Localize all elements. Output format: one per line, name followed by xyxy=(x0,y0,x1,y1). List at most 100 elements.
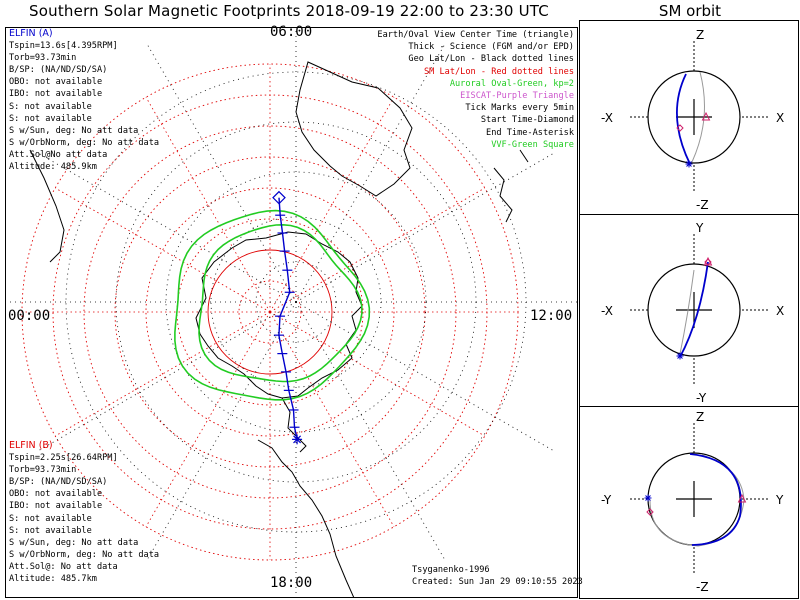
probe_a-info-line: Att.Sol@No att data xyxy=(9,149,108,160)
mlt-label-top: 06:00 xyxy=(270,24,313,40)
orbit-end-asterisk xyxy=(686,161,692,167)
orbit-center-triangle xyxy=(701,111,711,121)
orbit-center-triangle xyxy=(737,493,747,503)
geo-longitude-line xyxy=(145,301,297,563)
orbit-axis-label-bottom: -Y xyxy=(696,391,707,405)
sm-latitude-ring xyxy=(114,156,426,468)
orbit-panel-title: SM orbit xyxy=(658,2,722,20)
africa-coastline xyxy=(29,149,65,263)
legend-entry: VVF-Green Square xyxy=(491,139,574,150)
footprint-line xyxy=(278,197,298,440)
legend-entry: End Time-Asterisk xyxy=(486,127,574,138)
legend-entry: Start Time-Diamond xyxy=(480,115,574,126)
geo-longitude-line xyxy=(145,41,297,303)
geo-longitude-line xyxy=(295,301,447,563)
sm-longitude-line xyxy=(269,311,395,527)
probe_b-info-line: IBO: not available xyxy=(9,501,103,512)
orbit-path xyxy=(676,73,691,165)
legend-entry: SM Lat/Lon - Red dotted lines xyxy=(423,66,574,77)
legend-entry: Auroral Oval-Green, kp=2 xyxy=(449,78,574,89)
orbit-frame xyxy=(579,20,799,599)
sm-latitude-ring xyxy=(145,187,395,437)
legend-entry: Earth/Oval View Center Time (triangle) xyxy=(377,30,574,40)
orbit-path xyxy=(679,261,709,358)
mlt-label-left: 00:00 xyxy=(8,308,51,324)
sm-latitude-ring xyxy=(238,280,302,344)
legend-entry: Thick - Science (FGM and/or EPD) xyxy=(408,42,574,53)
sm-orbit-panels: Z -Z -X X Y -Y -X X Z -Z -Y Y xyxy=(601,28,784,594)
orbit-axis-label-top: Z xyxy=(696,410,704,424)
probe_b-info-line: S w/OrbNorm, deg: No att data xyxy=(9,549,160,560)
sm-longitude-line xyxy=(269,97,395,313)
geo-longitude-line xyxy=(295,301,557,453)
south-america-coastline xyxy=(257,439,355,597)
sm-latlon-grid xyxy=(21,63,519,561)
probe_b-info-line: B/SP: (NA/ND/SD/SA) xyxy=(9,477,108,488)
probe_a-info-line: OBO: not available xyxy=(9,77,103,88)
probe_a-info-line: Torb=93.73min xyxy=(9,53,77,64)
orbit-axis-label-left: -X xyxy=(601,111,613,125)
auroral-oval xyxy=(174,209,371,401)
orbit-panel-2: Y -Y -X X xyxy=(601,221,784,405)
new-zealand-coastline xyxy=(493,149,529,223)
probe_b-info-line: OBO: not available xyxy=(9,489,103,500)
geo-longitude-line xyxy=(295,151,557,303)
probe_a-info-line: S: not available xyxy=(9,113,92,124)
sm-longitude-line xyxy=(145,97,271,313)
probe_b-info-line: S: not available xyxy=(9,525,92,536)
australia-coastline xyxy=(295,61,413,197)
orbit-panel-3: Z -Z -Y Y xyxy=(601,410,784,594)
geo-latlon-grid xyxy=(6,28,577,597)
probe_a-info-line: IBO: not available xyxy=(9,89,103,100)
probe_a-info-line: Altitude: 485.9km xyxy=(9,162,97,173)
auroral-oval-poleward xyxy=(198,223,363,383)
orbit-start-diamond xyxy=(676,124,684,132)
orbit-center-triangle xyxy=(703,256,713,266)
probe_a-info-line: Tspin=13.6s[4.395RPM] xyxy=(9,41,118,52)
orbit-axis-label-bottom: -Z xyxy=(696,580,709,594)
orbit-axis-label-right: X xyxy=(776,304,784,318)
elfin-a-info: ELFIN (A) Tspin=13.6s[4.395RPM] Torb=93.73… xyxy=(9,28,159,173)
legend: Earth/Oval View Center Time (triangle) Th… xyxy=(377,29,574,151)
orbit-axis-label-bottom: -Z xyxy=(696,198,709,212)
orbit-axis-label-left: -Y xyxy=(601,493,612,507)
start-diamond xyxy=(272,190,286,205)
orbit-axis-label-left: -X xyxy=(601,304,613,318)
created-timestamp: Created: Sun Jan 29 09:10:55 2023 xyxy=(412,577,583,587)
sm-longitude-line xyxy=(55,187,271,313)
orbit-path xyxy=(689,453,742,546)
orbit-axis-label-top: Y xyxy=(695,221,704,235)
elfin-b-info: ELFIN (B) Tspin=2.25s[26.64RPM] Torb=93.73… xyxy=(9,440,159,585)
probe_b-info-line: Torb=93.73min xyxy=(9,465,77,476)
orbit-path-grey xyxy=(679,269,695,355)
sm-latitude-ring xyxy=(176,218,364,406)
sm-latitude-ring xyxy=(207,249,333,375)
geo-longitude-line xyxy=(35,301,297,453)
probe_b-name: ELFIN (B) xyxy=(9,440,53,451)
auroral-oval-equatorward xyxy=(174,209,371,401)
probe_a-info-line: B/SP: (NA/ND/SD/SA) xyxy=(9,65,108,76)
orbit-end-asterisk xyxy=(645,495,651,501)
end-asterisk-stroke xyxy=(293,435,302,444)
sm-longitude-line xyxy=(145,311,271,527)
probe_a-info-line: S: not available xyxy=(9,101,92,112)
geo-longitude-line xyxy=(35,151,297,303)
polar-map xyxy=(6,28,577,597)
model-credit: Tsyganenko-1996 xyxy=(412,565,490,575)
probe_b-info-line: S w/Sun, deg: No att data xyxy=(9,537,139,548)
legend-entry: EISCAT-Purple Triangle xyxy=(460,91,574,102)
probe_a-info-line: S w/Sun, deg: No att data xyxy=(9,125,139,136)
end-asterisk xyxy=(292,434,303,445)
probe_b-info-line: Altitude: 485.7km xyxy=(9,574,97,585)
orbit-panel-1: Z -Z -X X xyxy=(601,28,784,212)
probe_b-info-line: Tspin=2.25s[26.64RPM] xyxy=(9,453,118,464)
geo-longitude-line xyxy=(295,41,447,303)
orbit-axis-label-right: Y xyxy=(775,493,784,507)
probe_a-name: ELFIN (A) xyxy=(9,28,53,39)
probe_b-info-line: Att.Sol@: No att data xyxy=(9,561,118,572)
orbit-axis-label-top: Z xyxy=(696,28,704,42)
sm-longitude-line xyxy=(269,187,485,313)
elfin-a-footprint-track xyxy=(272,190,303,445)
legend-entry: Geo Lat/Lon - Black dotted lines xyxy=(408,54,574,65)
mlt-label-right: 12:00 xyxy=(530,308,573,324)
